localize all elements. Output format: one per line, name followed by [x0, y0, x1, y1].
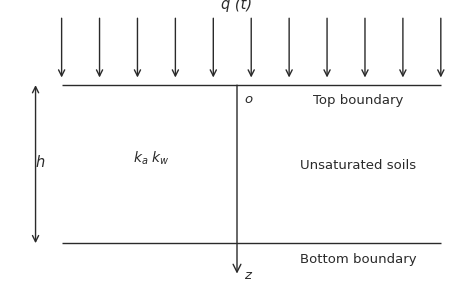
Text: o: o [244, 93, 252, 106]
Text: Unsaturated soils: Unsaturated soils [300, 159, 416, 172]
Text: h: h [36, 155, 45, 170]
Text: Bottom boundary: Bottom boundary [300, 253, 416, 265]
Text: $k_a$ $k_w$: $k_a$ $k_w$ [133, 149, 170, 167]
Text: q (t): q (t) [221, 0, 253, 12]
Text: z: z [244, 269, 251, 282]
Text: Top boundary: Top boundary [313, 95, 403, 107]
